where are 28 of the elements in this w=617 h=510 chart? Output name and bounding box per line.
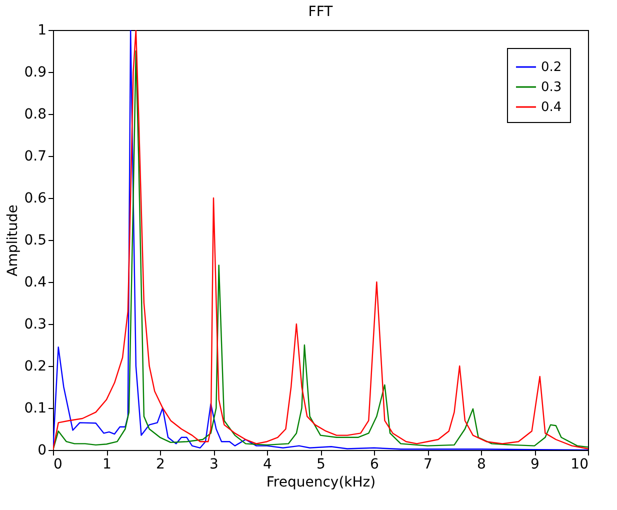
x-tick-label: 10 (570, 456, 588, 472)
x-tick-label: 1 (102, 456, 112, 472)
legend-label: 0.3 (541, 80, 562, 95)
y-tick-label: 0.4 (24, 274, 47, 290)
y-tick-label: 0.1 (24, 400, 46, 416)
x-tick-label: 8 (477, 456, 486, 472)
chart-title: FFT (308, 4, 334, 20)
x-tick-label: 6 (370, 456, 380, 472)
x-tick-label: 4 (263, 456, 272, 472)
legend-label: 0.4 (541, 100, 562, 115)
x-tick-label: 3 (210, 456, 218, 472)
y-tick-label: 0 (38, 442, 46, 458)
y-tick-label: 0.2 (24, 358, 46, 374)
y-tick-label: 1 (38, 22, 46, 38)
x-axis-title: Frequency(kHz) (266, 474, 376, 490)
x-tick-label: 9 (530, 456, 540, 472)
x-tick-label: 2 (156, 456, 165, 472)
y-axis-title: Amplitude (5, 204, 22, 276)
y-tick-label: 0.7 (24, 148, 46, 164)
x-tick-label: 5 (316, 456, 326, 472)
y-tick-label: 0.9 (24, 64, 46, 80)
y-tick-label: 0.8 (24, 106, 46, 122)
y-tick-label: 0.6 (24, 190, 47, 206)
y-tick-label: 0.3 (24, 316, 46, 332)
x-tick-label: 7 (424, 456, 432, 472)
x-tick-label: 0 (54, 456, 62, 472)
legend-label: 0.2 (541, 60, 562, 75)
y-tick-label: 0.5 (24, 232, 46, 248)
